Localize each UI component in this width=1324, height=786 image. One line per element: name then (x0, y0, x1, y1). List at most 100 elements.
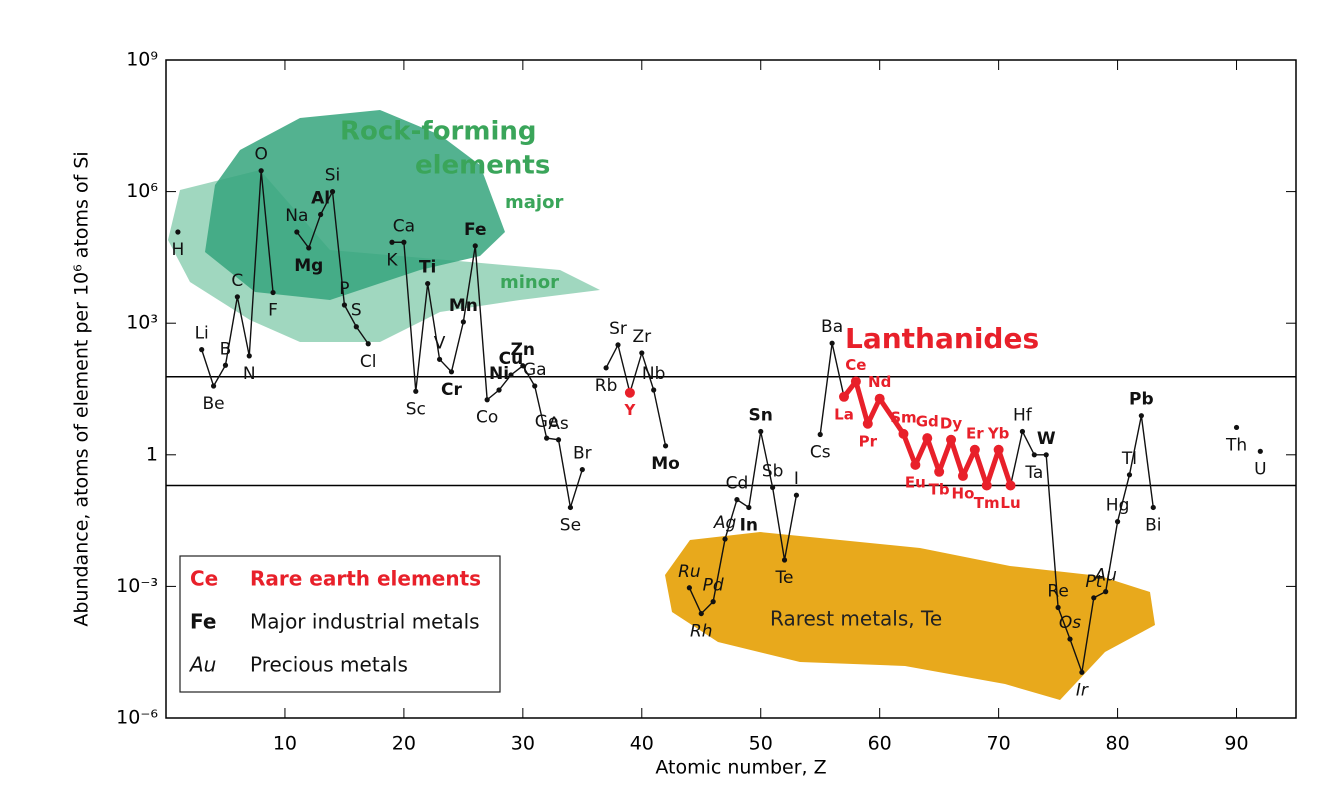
legend-text: Rare earth elements (250, 567, 481, 591)
element-label: Zr (632, 327, 651, 347)
annotation: Rarest metals, Te (770, 607, 942, 631)
data-point (686, 585, 692, 591)
data-point (353, 324, 359, 330)
data-point (1233, 424, 1240, 431)
element-label: Dy (940, 414, 962, 432)
data-point (839, 391, 849, 402)
element-label: Ni (489, 364, 509, 384)
element-label: Hf (1013, 405, 1033, 425)
x-tick-label: 10 (273, 733, 297, 755)
data-point (1005, 480, 1016, 491)
data-point (746, 504, 752, 511)
y-tick-label: 10⁹ (126, 49, 158, 71)
element-label: Cu (499, 349, 524, 369)
element-label: C (231, 271, 243, 291)
data-line (688, 431, 798, 615)
element-label: As (548, 414, 569, 434)
element-label: La (834, 405, 854, 423)
data-point (436, 356, 443, 362)
data-point (472, 243, 478, 249)
y-tick-label: 1 (146, 443, 158, 465)
data-point (413, 388, 419, 394)
x-tick-label: 60 (868, 733, 892, 755)
element-label: Sb (762, 461, 784, 481)
x-tick-label: 80 (1105, 733, 1129, 755)
data-point (341, 302, 348, 308)
element-label: Rb (595, 376, 618, 396)
element-label: V (434, 333, 446, 353)
data-point (793, 492, 800, 498)
data-point (770, 484, 776, 491)
element-label: Gd (916, 413, 939, 431)
data-point (662, 443, 669, 449)
element-label: Th (1225, 435, 1247, 455)
data-point (460, 319, 466, 325)
data-point (1126, 472, 1133, 478)
element-label: U (1254, 459, 1266, 479)
data-point (603, 365, 609, 371)
data-point (1067, 636, 1073, 642)
element-label: Ti (419, 258, 436, 278)
rarest-metals-region (665, 532, 1155, 700)
legend-text: Precious metals (250, 653, 408, 677)
element-label: In (740, 515, 758, 535)
data-point (199, 347, 205, 353)
data-point (175, 229, 181, 235)
element-label: Pr (859, 432, 878, 450)
data-line (605, 342, 667, 446)
data-point (898, 428, 909, 439)
data-point (389, 239, 395, 245)
element-label: Sm (890, 408, 916, 426)
element-label: Mo (651, 454, 680, 474)
data-point (365, 341, 371, 347)
element-label: Ho (952, 484, 975, 502)
annotation: elements (415, 151, 550, 181)
element-label: Ba (821, 317, 843, 337)
element-label: Sc (406, 399, 426, 419)
element-label: Br (573, 444, 592, 464)
data-point (993, 444, 1004, 455)
element-label: Tm (974, 494, 1000, 512)
element-label: Ga (523, 360, 547, 380)
data-point (508, 372, 514, 378)
data-point (817, 431, 823, 438)
data-point (222, 362, 229, 368)
data-point (520, 363, 526, 369)
element-label: Eu (905, 473, 926, 491)
plot-frame (165, 59, 1297, 719)
x-tick-label: 20 (392, 733, 416, 755)
data-point (234, 294, 240, 300)
data-point (306, 245, 312, 251)
data-point (934, 466, 945, 477)
element-label: Sr (609, 319, 627, 339)
element-label: Mn (449, 296, 478, 316)
element-label: Ge (535, 412, 559, 432)
element-label: W (1037, 429, 1056, 449)
data-point (425, 280, 431, 287)
element-label: Co (476, 408, 498, 428)
element-label: Nd (868, 373, 891, 391)
element-label: B (220, 339, 232, 359)
element-label: F (268, 301, 278, 321)
element-label: I (794, 469, 799, 489)
element-label: Y (623, 401, 636, 419)
element-label: Er (966, 424, 984, 442)
data-point (258, 168, 264, 174)
element-label: Ir (1076, 680, 1089, 700)
element-label: Re (1047, 582, 1069, 602)
data-point (1019, 428, 1026, 435)
element-label: Bi (1145, 515, 1161, 535)
data-point (624, 387, 635, 398)
element-label: Ru (678, 562, 701, 582)
data-point (1138, 413, 1144, 419)
data-point (246, 353, 252, 359)
data-point (294, 229, 300, 235)
element-label: Si (325, 166, 341, 186)
data-point (981, 480, 992, 491)
element-label: Ca (393, 216, 415, 236)
data-point (698, 610, 704, 617)
element-label: Li (195, 324, 209, 344)
y-tick-label: 10⁻⁶ (116, 707, 158, 729)
x-tick-label: 90 (1224, 733, 1248, 755)
